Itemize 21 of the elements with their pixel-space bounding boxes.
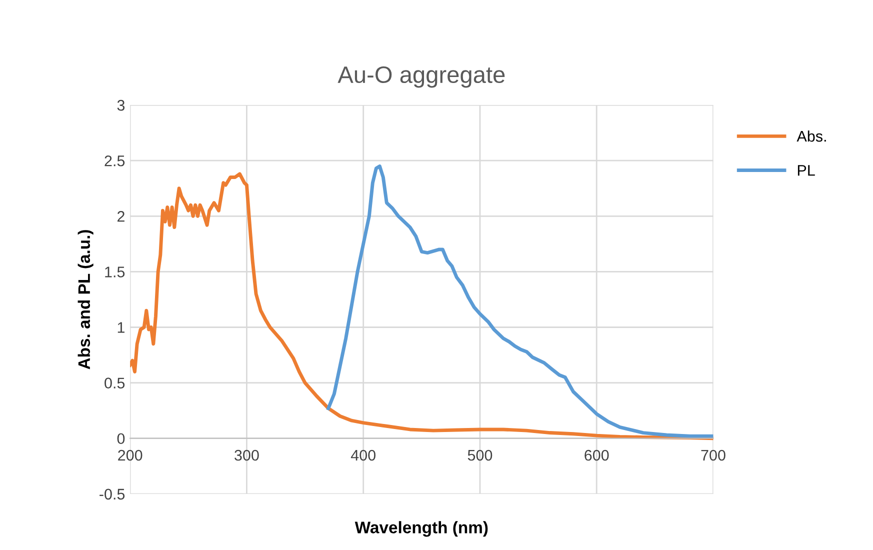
- y-tick-label: -0.5: [100, 488, 125, 500]
- x-tick-label: 300: [234, 450, 259, 461]
- y-tick-label: 2.5: [104, 155, 125, 166]
- y-tick-label: 0: [117, 433, 125, 444]
- legend-label: PL: [798, 165, 815, 176]
- y-axis-title: Abs. and PL (a.u.): [78, 230, 94, 370]
- line-series: [130, 172, 714, 440]
- chart-title: Au-O aggregate: [338, 66, 505, 88]
- x-tick-label: 500: [468, 450, 492, 461]
- y-tick-label: 1.5: [105, 266, 125, 278]
- y-tick-label: 3: [117, 100, 125, 111]
- x-tick-label: 400: [350, 450, 376, 461]
- y-tick-label: 0.5: [104, 378, 125, 388]
- y-tick-label: 1: [118, 322, 124, 333]
- x-tick-label: 200: [118, 450, 142, 461]
- y-tick-label: 2: [117, 211, 124, 222]
- legend-label: Abs.: [796, 130, 826, 142]
- line-series: [326, 164, 714, 438]
- x-tick-label: 700: [701, 450, 726, 461]
- x-axis-title: Wavelength (nm): [354, 521, 488, 537]
- x-tick-label: 600: [584, 450, 609, 461]
